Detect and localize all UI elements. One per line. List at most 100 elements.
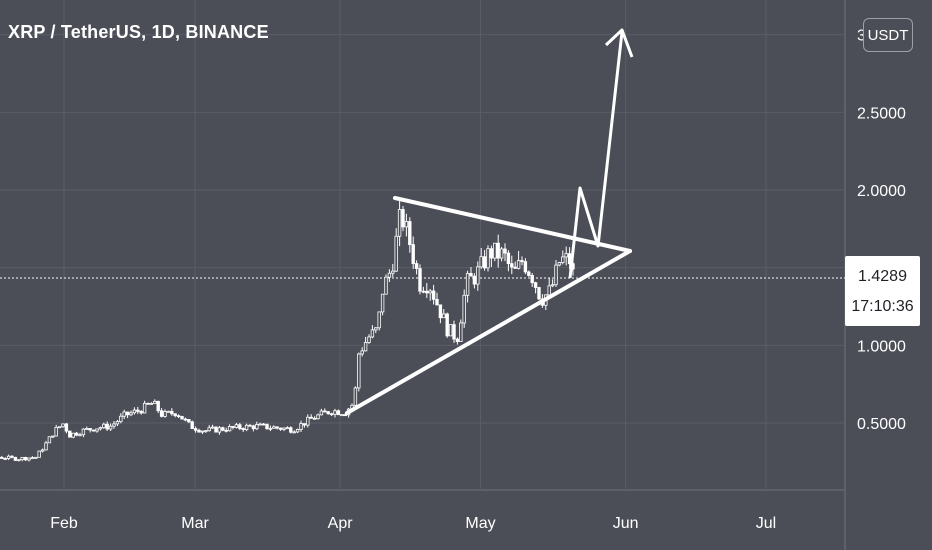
candle-body xyxy=(176,415,181,418)
candle-body xyxy=(197,429,201,433)
candle-body xyxy=(81,428,86,436)
candle-body xyxy=(248,424,252,427)
candle-body xyxy=(394,235,398,272)
candle-body xyxy=(40,449,45,452)
candle-body xyxy=(27,457,31,461)
candle-body xyxy=(340,414,344,417)
triangle-annotation xyxy=(345,28,634,415)
chart-title: XRP / TetherUS, 1D, BINANCE xyxy=(8,22,269,42)
candle-body xyxy=(404,221,409,228)
candle-body xyxy=(299,423,303,430)
candle-body xyxy=(153,400,157,404)
candle-body xyxy=(506,252,511,265)
projection-zigzag xyxy=(568,31,624,279)
candle-body xyxy=(23,457,28,461)
candle-body xyxy=(428,290,432,294)
candle-body xyxy=(367,336,371,343)
candle-body xyxy=(479,256,483,268)
candle-body xyxy=(214,426,218,433)
candle-body xyxy=(78,434,82,437)
candle-body xyxy=(187,419,191,423)
candle-body xyxy=(261,423,266,426)
candle-body xyxy=(282,427,286,430)
candle-body xyxy=(523,261,528,273)
candle-body xyxy=(105,423,109,430)
candle-body xyxy=(3,458,7,460)
candle-body xyxy=(98,427,103,430)
y-tick-label: 2.5000 xyxy=(857,105,906,122)
candle-body xyxy=(265,423,269,430)
candle-body xyxy=(503,248,507,254)
candle-body xyxy=(224,429,228,432)
y-tick-label: 0.5000 xyxy=(857,416,906,433)
y-tick-label: 1.0000 xyxy=(857,338,906,355)
candle-body xyxy=(136,409,140,412)
candle-body xyxy=(142,402,147,414)
candle-body xyxy=(377,311,381,329)
candle-body xyxy=(275,426,279,429)
candle-body xyxy=(421,290,426,293)
candle-body xyxy=(159,410,164,417)
candle-body xyxy=(476,266,480,285)
currency-button[interactable]: USDT xyxy=(863,18,913,52)
candle-body xyxy=(139,410,143,414)
candle-body xyxy=(561,256,565,263)
candle-body xyxy=(180,415,184,420)
candle-body xyxy=(129,412,133,416)
candle-body xyxy=(329,413,334,416)
candle-body xyxy=(414,263,419,269)
x-tick-label: Jul xyxy=(756,515,776,532)
y-tick-label: 3 xyxy=(857,28,866,45)
candle-body xyxy=(285,427,290,430)
candle-body xyxy=(91,429,96,432)
candle-body xyxy=(88,428,92,431)
candle-body xyxy=(0,456,4,459)
candle-body xyxy=(241,428,245,431)
candle-body xyxy=(306,416,310,426)
candle-body xyxy=(163,411,167,417)
candle-body xyxy=(401,209,405,228)
candle-body xyxy=(149,403,154,405)
candle-body xyxy=(112,423,116,427)
candle-body xyxy=(557,262,562,266)
candle-body xyxy=(486,248,490,269)
candle-body xyxy=(193,428,198,431)
candle-body xyxy=(108,425,113,430)
candle-body xyxy=(295,429,300,433)
x-tick-label: May xyxy=(465,515,495,532)
candle-body xyxy=(204,430,208,433)
candle-body xyxy=(448,324,453,337)
candle-body xyxy=(459,322,463,342)
candle-body xyxy=(289,427,293,433)
candle-body xyxy=(550,284,555,287)
candle-body xyxy=(554,264,558,286)
candle-body xyxy=(34,456,38,459)
candle-body xyxy=(309,416,313,419)
lower-trendline xyxy=(345,249,632,415)
candle-body xyxy=(336,410,341,416)
candle-body xyxy=(384,276,388,295)
candle-body xyxy=(234,424,239,428)
candle-body xyxy=(397,209,402,237)
candle-body xyxy=(452,324,456,340)
candle-body xyxy=(170,410,174,415)
candle-body xyxy=(493,242,497,259)
candle-body xyxy=(10,455,14,458)
candle-body xyxy=(425,290,429,294)
candle-body xyxy=(173,413,177,417)
candle-body xyxy=(227,425,232,432)
candle-body xyxy=(251,425,256,430)
candle-body xyxy=(190,421,194,429)
x-tick-label: Jun xyxy=(613,515,639,532)
candle-body xyxy=(44,442,48,451)
candle-body xyxy=(316,414,320,420)
candle-body xyxy=(438,304,443,319)
candle-body xyxy=(333,410,337,415)
upper-trendline xyxy=(393,196,632,253)
candle-body xyxy=(102,423,106,429)
candle-body xyxy=(408,221,412,246)
candle-body xyxy=(482,256,487,269)
